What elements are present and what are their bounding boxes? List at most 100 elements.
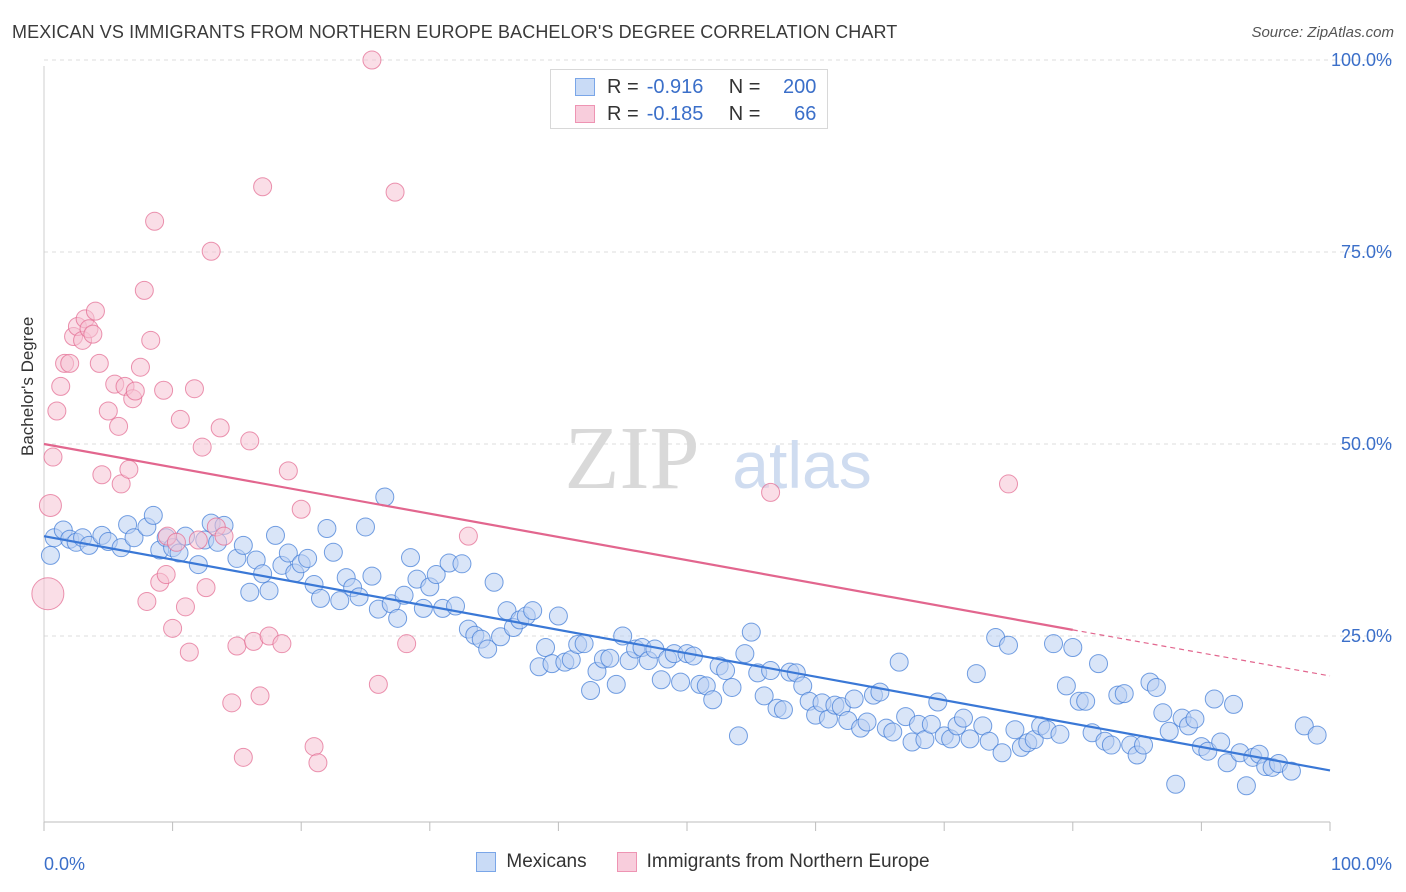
point-mexicans [773, 700, 793, 720]
point-mexicans [857, 712, 877, 732]
point-mexicans [349, 587, 369, 607]
point-mexicans [1236, 776, 1256, 796]
trend-lines [43, 442, 1331, 772]
point-northern-europe [175, 597, 195, 617]
point-northern-europe [163, 618, 183, 638]
legend-swatch-mexicans [575, 78, 595, 96]
point-mexicans [979, 731, 999, 751]
series-mexicans-points [40, 487, 1327, 796]
point-mexicans [953, 708, 973, 728]
point-mexicans [388, 608, 408, 628]
point-mexicans [1307, 725, 1327, 745]
correlation-legend: R = -0.916 N = 200 R = -0.185 N = 66 [550, 69, 828, 129]
point-mexicans [1153, 703, 1173, 723]
point-northern-europe [227, 636, 247, 656]
point-northern-europe [196, 578, 216, 598]
legend-r-label: R = [607, 75, 639, 98]
point-mexicans [401, 548, 421, 568]
point-northern-europe [291, 499, 311, 519]
watermark-atlas: atlas [732, 428, 871, 502]
point-mexicans [1224, 694, 1244, 714]
trend-line-extension [1072, 629, 1331, 677]
point-mexicans [703, 690, 723, 710]
point-northern-europe [111, 474, 131, 494]
point-mexicans [600, 648, 620, 668]
point-mexicans [992, 743, 1012, 763]
point-mexicans [1204, 689, 1224, 709]
point-northern-europe [761, 482, 781, 502]
point-mexicans [754, 686, 774, 706]
point-northern-europe [240, 431, 260, 451]
point-northern-europe [385, 182, 405, 202]
point-mexicans [375, 487, 395, 507]
point-mexicans [1281, 761, 1301, 781]
watermark: ZIP atlas [565, 409, 872, 508]
point-northern-europe [109, 416, 129, 436]
y-axis-label: Bachelor's Degree [18, 316, 37, 456]
point-northern-europe [184, 379, 204, 399]
legend-n-value: 66 [794, 102, 817, 125]
point-northern-europe [134, 280, 154, 300]
point-northern-europe [83, 324, 103, 344]
point-northern-europe [60, 353, 80, 373]
point-mexicans [1050, 724, 1070, 744]
point-mexicans [536, 638, 556, 658]
point-northern-europe [188, 530, 208, 550]
point-mexicans [1056, 676, 1076, 696]
point-northern-europe [210, 418, 230, 438]
point-northern-europe [130, 357, 150, 377]
point-mexicans [124, 528, 144, 548]
point-northern-europe [179, 642, 199, 662]
point-northern-europe [222, 693, 242, 713]
point-northern-europe [156, 565, 176, 585]
point-mexicans [362, 566, 382, 586]
point-northern-europe [272, 634, 292, 654]
point-mexicans [735, 644, 755, 664]
point-northern-europe [397, 634, 417, 654]
point-mexicans [394, 585, 414, 605]
tick-labels: 25.0% 50.0% 75.0% 100.0% 0.0% 100.0% [44, 50, 1392, 874]
point-northern-europe [125, 381, 145, 401]
point-mexicans [484, 572, 504, 592]
point-northern-europe [38, 493, 62, 517]
legend-r-value: -0.185 [646, 102, 704, 125]
y-tick-label: 25.0% [1341, 626, 1392, 646]
point-mexicans [1089, 654, 1109, 674]
point-mexicans [310, 588, 330, 608]
series-legend: Mexicans Immigrants from Northern Europe [0, 851, 1406, 873]
point-northern-europe [119, 459, 139, 479]
legend-n-value: 200 [783, 75, 817, 98]
point-northern-europe [137, 591, 157, 611]
point-mexicans [143, 505, 163, 525]
point-northern-europe [250, 686, 270, 706]
point-mexicans [1101, 735, 1121, 755]
point-mexicans [889, 652, 909, 672]
point-mexicans [233, 535, 253, 555]
trend-line-northern-europe [43, 442, 1073, 631]
point-mexicans [259, 581, 279, 601]
point-northern-europe [458, 526, 478, 546]
point-mexicans [426, 565, 446, 585]
point-mexicans [581, 681, 601, 701]
point-mexicans [999, 635, 1018, 655]
point-mexicans [1166, 774, 1186, 794]
point-mexicans [671, 672, 691, 692]
point-mexicans [844, 689, 864, 709]
legend-r-value: -0.916 [646, 75, 704, 98]
point-mexicans [278, 543, 298, 563]
legend-item-mexicans[interactable]: Mexicans [476, 851, 587, 873]
point-northern-europe [308, 753, 328, 773]
point-northern-europe [166, 532, 186, 552]
point-northern-europe [192, 437, 212, 457]
point-northern-europe [43, 447, 63, 467]
legend-item-northern-europe[interactable]: Immigrants from Northern Europe [616, 851, 930, 873]
x-tick-label: 100.0% [1331, 854, 1392, 874]
x-tick-label: 0.0% [44, 854, 85, 874]
point-mexicans [1114, 684, 1134, 704]
point-mexicans [298, 548, 318, 568]
point-northern-europe [253, 177, 273, 197]
point-northern-europe [362, 50, 382, 70]
point-mexicans [1294, 716, 1314, 736]
point-mexicans [523, 601, 543, 621]
